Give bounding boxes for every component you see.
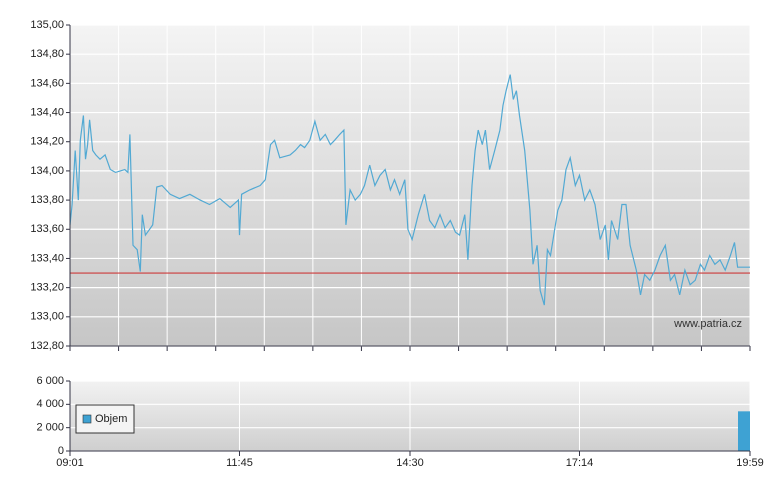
y-tick-label: 133,60: [30, 223, 64, 235]
y-tick-label: 4 000: [36, 398, 64, 410]
marks: 132,80 133,00 133,20 133,40 133,60 133,80 134,…: [30, 19, 763, 469]
y-tick-label: 133,20: [30, 282, 64, 294]
y-tick-label: 134,60: [30, 77, 64, 89]
x-tick-label: 19:59: [736, 457, 764, 469]
legend-swatch: [82, 414, 92, 424]
y-tick-label: 135,00: [30, 19, 64, 31]
y-tick-label: 6 000: [36, 375, 64, 387]
y-tick-label: 133,00: [30, 311, 64, 323]
y-tick-label: 133,80: [30, 194, 64, 206]
legend-label: Objem: [95, 413, 127, 425]
x-tick-label: 17:14: [566, 457, 594, 469]
x-tick-label: 09:01: [56, 457, 84, 469]
y-tick-label: 0: [58, 445, 64, 457]
y-tick-label: 134,20: [30, 136, 64, 148]
y-tick-label: 2 000: [36, 422, 64, 434]
x-tick-label: 11:45: [226, 457, 253, 469]
vertical-grid: [69, 25, 751, 351]
y-tick-label: 132,80: [30, 340, 64, 352]
volume-bar: [738, 411, 750, 451]
y-tick-label: 134,80: [30, 48, 64, 60]
y-tick-label: 134,40: [30, 106, 64, 118]
y-tick-label: 134,00: [30, 165, 64, 177]
price-line: [69, 74, 750, 306]
watermark: www.patria.cz: [673, 318, 742, 330]
x-tick-label: 14:30: [396, 457, 424, 469]
y-tick-label: 133,40: [30, 252, 64, 264]
